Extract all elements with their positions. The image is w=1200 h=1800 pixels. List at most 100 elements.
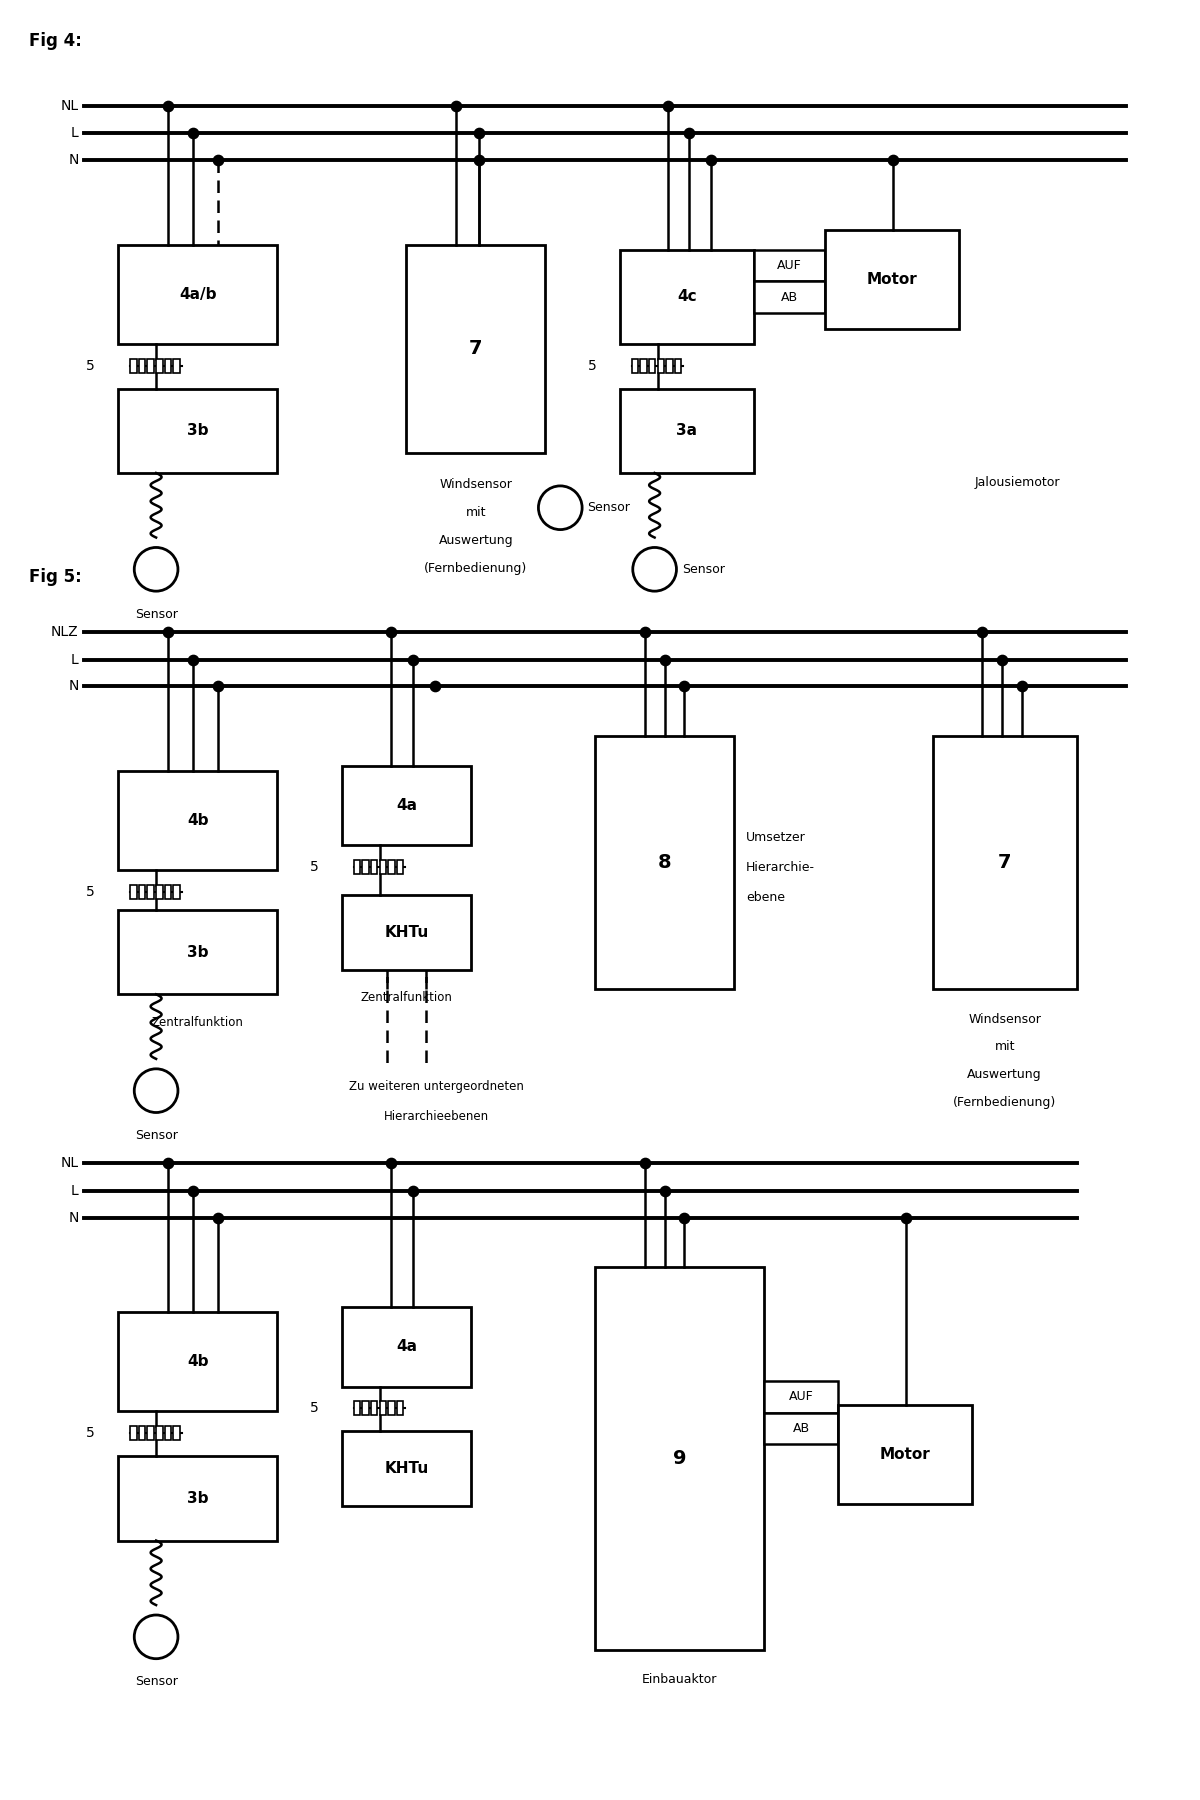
Bar [371, 1402, 377, 1415]
Text: NL: NL [60, 99, 79, 113]
Bar [156, 1426, 162, 1440]
Text: Hierarchieebenen: Hierarchieebenen [384, 1111, 488, 1123]
Bar [131, 1426, 137, 1440]
Text: Zentralfunktion: Zentralfunktion [360, 990, 452, 1004]
Bar [371, 860, 377, 875]
Text: Hierarchie-: Hierarchie- [746, 860, 815, 875]
Text: 7: 7 [998, 853, 1012, 873]
Point [635, 617, 654, 646]
Text: Umsetzer: Umsetzer [746, 832, 805, 844]
Point [469, 119, 488, 148]
Bar [407, 245, 545, 454]
Bar [119, 1456, 277, 1541]
Text: 5: 5 [86, 886, 95, 898]
Text: mit: mit [995, 1040, 1015, 1053]
Point [896, 1204, 916, 1233]
Point [208, 146, 227, 175]
Bar [139, 886, 145, 898]
Text: NLZ: NLZ [52, 625, 79, 639]
Point [702, 146, 721, 175]
Bar [764, 1413, 839, 1444]
Bar [649, 358, 655, 373]
Bar [595, 736, 734, 990]
Text: Sensor: Sensor [134, 1676, 178, 1688]
Bar [156, 886, 162, 898]
Text: 9: 9 [673, 1449, 686, 1469]
Bar [342, 1307, 470, 1386]
Text: Motor: Motor [880, 1447, 931, 1462]
Bar [620, 250, 754, 344]
Text: NL: NL [60, 1156, 79, 1170]
Point [658, 92, 677, 121]
Bar [839, 1406, 972, 1505]
Point [184, 119, 203, 148]
Bar [131, 886, 137, 898]
Text: AUF: AUF [788, 1390, 814, 1404]
Bar [164, 886, 172, 898]
Bar [362, 1402, 368, 1415]
Bar [164, 358, 172, 373]
Text: Sensor: Sensor [134, 608, 178, 621]
Bar [764, 1381, 839, 1413]
Bar [131, 358, 137, 373]
Bar [379, 1402, 386, 1415]
Text: Windsensor: Windsensor [968, 1013, 1042, 1026]
Text: KHTu: KHTu [384, 1462, 428, 1476]
Text: 4a: 4a [396, 797, 416, 814]
Point [679, 119, 698, 148]
Text: N: N [68, 153, 79, 167]
Bar [148, 358, 154, 373]
Bar [354, 860, 360, 875]
Bar [119, 911, 277, 994]
Bar [397, 860, 403, 875]
Bar [164, 1426, 172, 1440]
Point [184, 644, 203, 673]
Point [446, 92, 466, 121]
Bar [342, 895, 470, 970]
Text: L: L [71, 1184, 79, 1199]
Bar [156, 358, 162, 373]
Bar [148, 1426, 154, 1440]
Bar [658, 358, 664, 373]
Text: 5: 5 [86, 358, 95, 373]
Bar [388, 860, 395, 875]
Text: 4b: 4b [187, 814, 209, 828]
Text: AB: AB [792, 1422, 810, 1435]
Text: 7: 7 [469, 340, 482, 358]
Bar [139, 1426, 145, 1440]
Text: N: N [68, 1211, 79, 1224]
Text: 5: 5 [310, 1402, 318, 1415]
Point [208, 1204, 227, 1233]
Bar [397, 1402, 403, 1415]
Text: L: L [71, 653, 79, 666]
Text: (Fernbedienung): (Fernbedienung) [425, 562, 528, 574]
Text: Auswertung: Auswertung [967, 1067, 1042, 1082]
Bar [139, 358, 145, 373]
Text: Zu weiteren untergeordneten: Zu weiteren untergeordneten [349, 1080, 523, 1093]
Point [382, 617, 401, 646]
Text: 3b: 3b [187, 945, 209, 959]
Text: KHTu: KHTu [384, 925, 428, 940]
Bar [173, 1426, 180, 1440]
Text: 3b: 3b [187, 1490, 209, 1507]
Text: AUF: AUF [778, 259, 802, 272]
Bar [362, 860, 368, 875]
Point [208, 671, 227, 700]
Bar [119, 389, 277, 473]
Point [382, 1148, 401, 1177]
Bar [388, 1402, 395, 1415]
Point [992, 644, 1012, 673]
Bar [173, 358, 180, 373]
Bar [342, 767, 470, 846]
Text: ebene: ebene [746, 891, 785, 904]
Bar [379, 860, 386, 875]
Text: Sensor: Sensor [587, 500, 630, 515]
Text: 5: 5 [310, 860, 318, 875]
Text: 5: 5 [588, 358, 596, 373]
Bar [342, 1431, 470, 1507]
Bar [148, 886, 154, 898]
Text: Zentralfunktion: Zentralfunktion [152, 1015, 244, 1028]
Bar [620, 389, 754, 473]
Text: (Fernbedienung): (Fernbedienung) [953, 1096, 1056, 1109]
Text: N: N [68, 679, 79, 693]
